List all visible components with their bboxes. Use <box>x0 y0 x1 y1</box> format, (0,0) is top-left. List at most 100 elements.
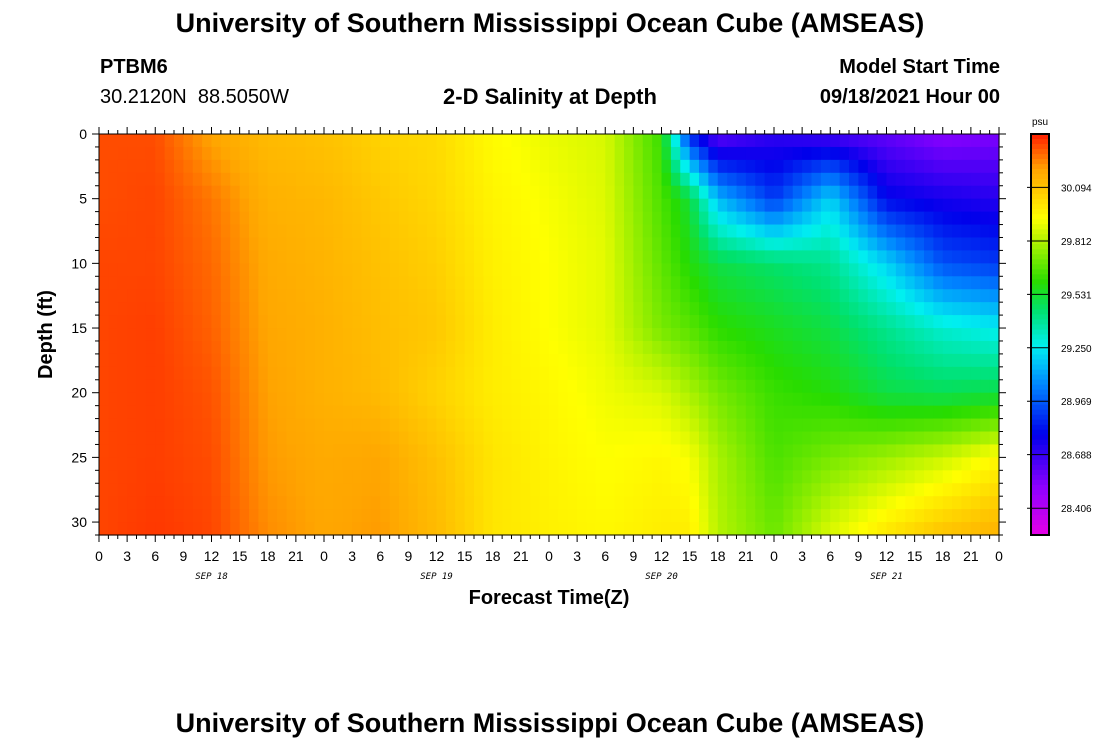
heatmap-cell <box>839 340 850 355</box>
heatmap-cell <box>792 237 803 252</box>
heatmap-cell <box>755 366 766 381</box>
heatmap-cell <box>145 522 156 536</box>
heatmap-cell <box>249 185 259 200</box>
heatmap-cell <box>530 250 541 264</box>
heatmap-cell <box>952 418 963 433</box>
colorbar-segment <box>1031 169 1049 175</box>
heatmap-cell <box>342 237 353 252</box>
heatmap-cell <box>670 289 681 303</box>
heatmap-cell <box>520 509 531 523</box>
heatmap-cell <box>914 134 925 148</box>
heatmap-cell <box>586 366 597 381</box>
heatmap-cell <box>127 211 138 226</box>
heatmap-cell <box>427 470 438 484</box>
heatmap-cell <box>352 444 363 458</box>
heatmap-cell <box>736 134 747 148</box>
heatmap-cell <box>895 250 906 264</box>
heatmap-cell <box>558 276 569 290</box>
heatmap-cell <box>230 198 241 213</box>
heatmap-cell <box>333 172 344 187</box>
heatmap-cell <box>783 263 794 277</box>
heatmap-cell <box>755 470 766 484</box>
x-tick-label: 6 <box>601 548 609 564</box>
heatmap-cell <box>211 509 222 523</box>
heatmap-cell <box>839 405 850 420</box>
heatmap-cell <box>980 418 991 433</box>
heatmap-cell <box>164 185 175 200</box>
heatmap-cell <box>820 353 831 368</box>
heatmap-cell <box>464 483 475 497</box>
heatmap-cell <box>764 496 775 510</box>
heatmap-cell <box>877 185 888 200</box>
heatmap-cell <box>202 431 213 446</box>
heatmap-cell <box>595 366 606 381</box>
heatmap-cell <box>830 289 841 303</box>
heatmap-cell <box>445 172 456 187</box>
heatmap-cell <box>483 509 494 523</box>
heatmap-cell <box>399 237 409 252</box>
x-tick-label: 3 <box>348 548 356 564</box>
heatmap-cell <box>202 366 213 381</box>
heatmap-cell <box>830 496 841 510</box>
heatmap-cell <box>399 211 409 226</box>
heatmap-cell <box>333 146 344 161</box>
heatmap-cell <box>174 250 184 264</box>
heatmap-cell <box>961 185 972 200</box>
heatmap-cell <box>924 405 934 420</box>
heatmap-cell <box>624 496 634 510</box>
heatmap-cell <box>942 457 953 471</box>
heatmap-cell <box>155 211 166 226</box>
heatmap-cell <box>952 315 963 329</box>
heatmap-cell <box>511 457 522 471</box>
heatmap-cell <box>680 379 691 394</box>
heatmap-cell <box>286 185 297 200</box>
heatmap-cell <box>183 379 194 394</box>
heatmap-cell <box>174 444 184 458</box>
heatmap-cell <box>708 302 719 316</box>
heatmap-cell <box>661 366 672 381</box>
heatmap-cell <box>811 392 822 407</box>
heatmap-cell <box>258 289 269 303</box>
heatmap-cell <box>961 509 972 523</box>
colorbar-segment <box>1031 204 1049 210</box>
colorbar-segment <box>1031 299 1049 306</box>
heatmap-cell <box>905 522 916 536</box>
heatmap-cell <box>952 302 963 316</box>
heatmap-cell <box>455 172 466 187</box>
heatmap-cell <box>520 405 531 420</box>
heatmap-cell <box>295 185 306 200</box>
heatmap-cell <box>764 224 775 239</box>
heatmap-cell <box>380 276 391 290</box>
heatmap-cell <box>895 315 906 329</box>
heatmap-cell <box>970 224 981 239</box>
heatmap-cell <box>455 483 466 497</box>
heatmap-cell <box>183 418 194 433</box>
heatmap-cell <box>652 509 663 523</box>
heatmap-cell <box>445 431 456 446</box>
heatmap-cell <box>445 418 456 433</box>
heatmap-cell <box>258 431 269 446</box>
heatmap-cell <box>633 250 644 264</box>
heatmap-cell <box>370 224 381 239</box>
heatmap-cell <box>689 263 700 277</box>
heatmap-cell <box>764 340 775 355</box>
heatmap-cell <box>886 509 897 523</box>
heatmap-cell <box>914 470 925 484</box>
heatmap-cell <box>614 198 625 213</box>
heatmap-cell <box>474 263 484 277</box>
heatmap-cell <box>886 522 897 536</box>
heatmap-cell <box>211 134 222 148</box>
heatmap-cell <box>774 134 784 148</box>
heatmap-cell <box>849 289 859 303</box>
heatmap-cell <box>520 146 531 161</box>
heatmap-cell <box>192 496 203 510</box>
heatmap-cell <box>567 263 578 277</box>
heatmap-cell <box>933 444 944 458</box>
y-tick-label: 10 <box>71 255 87 271</box>
heatmap-cell <box>774 185 784 200</box>
heatmap-cell <box>202 302 213 316</box>
heatmap-cell <box>352 340 363 355</box>
heatmap-cell <box>727 340 738 355</box>
heatmap-cell <box>952 353 963 368</box>
heatmap-cell <box>202 159 213 174</box>
